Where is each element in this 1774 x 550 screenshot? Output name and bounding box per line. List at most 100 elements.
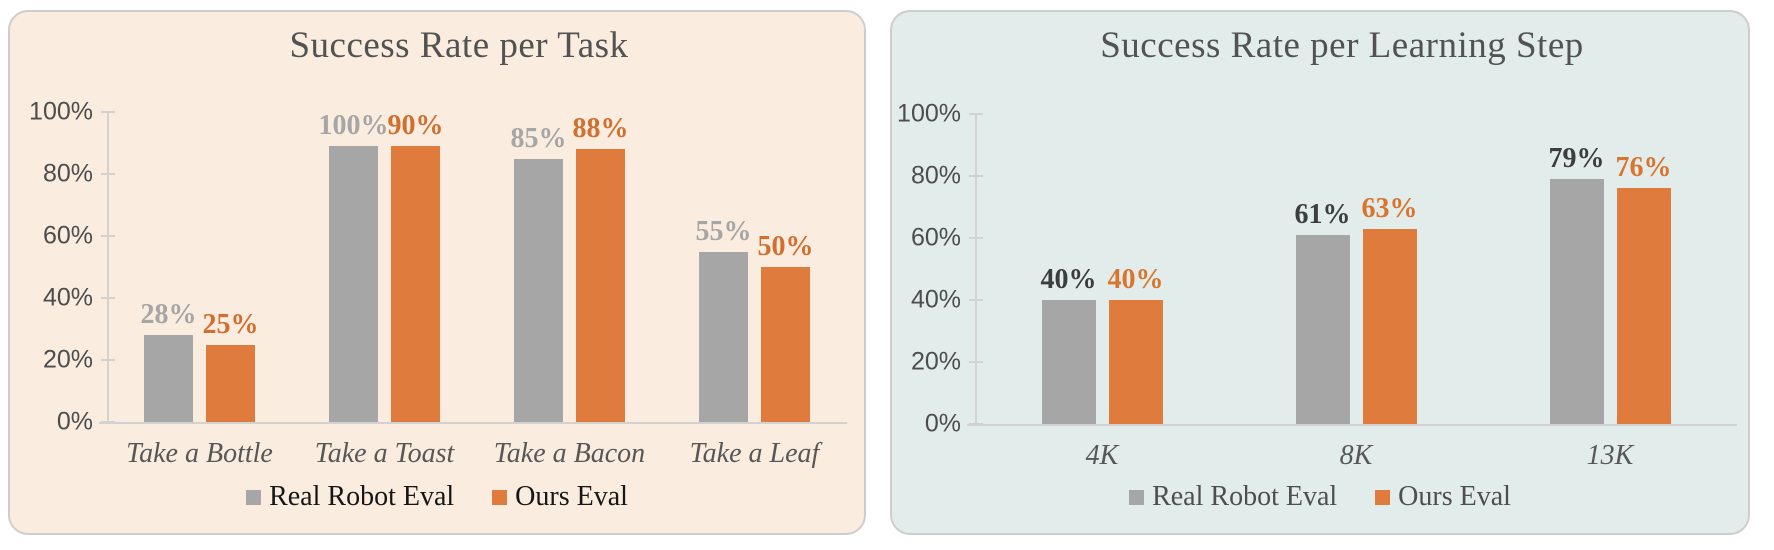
bar-with-label: 100% — [319, 112, 389, 422]
bar-with-label: 40% — [1107, 114, 1164, 424]
bar-with-label: 79% — [1548, 114, 1605, 424]
bar-value-label: 79% — [1548, 143, 1605, 175]
legend-swatch-icon — [1129, 489, 1145, 505]
chart-panel-success-rate-per-learning-step: Success Rate per Learning Step 0% 20% 40% 6… — [890, 10, 1750, 535]
bar — [699, 251, 748, 422]
bar-with-label: 50% — [758, 112, 814, 422]
bar-value-label: 40% — [1107, 264, 1164, 295]
y-tick-mark — [101, 297, 115, 299]
y-tick-mark — [101, 421, 115, 423]
category-label: Take a Bottle — [126, 438, 273, 469]
y-tick-mark — [969, 113, 983, 115]
category-label: 8K — [1339, 440, 1373, 471]
bar-value-label: 88% — [572, 113, 629, 145]
bar — [1362, 228, 1417, 424]
bar-group: 100% 90% — [292, 112, 477, 422]
bar — [1549, 179, 1604, 424]
bar-with-label: 63% — [1361, 114, 1418, 424]
bar — [1616, 188, 1671, 424]
y-axis-line — [107, 112, 109, 422]
bar-value-label: 25% — [202, 308, 259, 340]
bar-group: 28% 25% — [107, 112, 292, 422]
y-tick-label: 80% — [42, 159, 93, 188]
x-axis-line — [967, 424, 1737, 426]
legend-label: Ours Eval — [515, 481, 628, 512]
legend-swatch-icon — [492, 489, 508, 505]
bar — [1041, 300, 1096, 424]
bar-group: 85% 88% — [477, 112, 662, 422]
category-label: 4K — [1085, 440, 1119, 471]
y-tick-mark — [969, 423, 983, 425]
y-tick-mark — [101, 173, 115, 175]
legend-label: Real Robot Eval — [269, 481, 455, 512]
bar-with-label: 76% — [1615, 114, 1672, 424]
legend-label: Real Robot Eval — [1152, 481, 1338, 512]
chart-title: Success Rate per Learning Step — [1100, 25, 1584, 66]
plot-area: 0% 20% 40% 60% 80% 100% 28% 25% 100% 90% 85% 88% 55… — [29, 98, 847, 469]
bar-value-label: 40% — [1040, 264, 1097, 295]
category-labels: 4K 8K 13K — [975, 440, 1737, 472]
bar-group: 61% 63% — [1229, 114, 1483, 424]
bar — [144, 335, 193, 422]
category-label: Take a Bacon — [493, 438, 646, 469]
bar-with-label: 85% — [511, 112, 567, 422]
bar-with-label: 55% — [696, 112, 752, 422]
bar-with-label: 90% — [388, 112, 444, 422]
bar — [329, 146, 378, 422]
bar-with-label: 25% — [203, 112, 259, 422]
plot-area: 0% 20% 40% 60% 80% 100% 40% 40% 61% 63% 79% 76% 4K… — [897, 100, 1737, 471]
legend-item: Real Robot Eval — [246, 483, 454, 511]
bar — [1295, 234, 1350, 424]
y-tick-mark — [101, 111, 115, 113]
bar — [514, 158, 563, 422]
legend-label: Ours Eval — [1398, 481, 1511, 512]
y-tick-label: 100% — [29, 97, 93, 126]
category-label: Take a Toast — [314, 438, 455, 469]
legend-swatch-icon — [246, 489, 262, 505]
bar-value-label: 50% — [757, 231, 814, 262]
y-tick-label: 40% — [42, 283, 93, 312]
bar-value-label: 28% — [140, 299, 197, 331]
y-tick-label: 40% — [910, 285, 961, 314]
y-tick-mark — [101, 235, 115, 237]
y-tick-mark — [969, 175, 983, 177]
chart-title: Success Rate per Task — [289, 25, 629, 66]
bar-value-label: 61% — [1294, 198, 1351, 230]
y-tick-label: 60% — [42, 221, 93, 250]
category-labels: Take a Bottle Take a Toast Take a Bacon Tak… — [107, 438, 847, 470]
y-tick-label: 20% — [42, 345, 93, 374]
bar-value-label: 76% — [1615, 152, 1672, 184]
y-tick-mark — [969, 299, 983, 301]
bar-group: 55% 50% — [662, 112, 847, 422]
y-tick-label: 60% — [910, 223, 961, 252]
legend-item: Ours Eval — [1375, 483, 1511, 511]
bar-with-label: 40% — [1040, 114, 1097, 424]
bar — [1108, 300, 1163, 424]
bar-value-label: 85% — [510, 122, 567, 154]
category-label: Take a Leaf — [689, 438, 820, 469]
bar-group: 79% 76% — [1483, 114, 1737, 424]
chart-panel-success-rate-per-task: Success Rate per Task 0% 20% 40% 60% 80% 100%… — [8, 10, 866, 535]
bar-with-label: 28% — [141, 112, 197, 422]
legend-swatch-icon — [1375, 489, 1391, 505]
bar — [761, 267, 810, 422]
bar-groups: 28% 25% 100% 90% 85% 88% 55% 50% — [107, 112, 847, 422]
legend: Real Robot Eval Ours Eval — [892, 483, 1748, 511]
legend: Real Robot Eval Ours Eval — [10, 483, 864, 511]
bar — [576, 149, 625, 422]
bar — [391, 146, 440, 422]
bar-value-label: 63% — [1361, 192, 1418, 224]
legend-item: Real Robot Eval — [1129, 483, 1337, 511]
x-axis-line — [99, 422, 847, 424]
bar-groups: 40% 40% 61% 63% 79% 76% — [975, 114, 1737, 424]
bar-with-label: 61% — [1294, 114, 1351, 424]
y-tick-mark — [101, 359, 115, 361]
legend-item: Ours Eval — [492, 483, 628, 511]
y-tick-label: 100% — [897, 99, 961, 128]
bar-value-label: 55% — [695, 215, 752, 247]
category-label: 13K — [1586, 440, 1634, 471]
bar-with-label: 88% — [573, 112, 629, 422]
bar-value-label: 90% — [387, 110, 444, 141]
y-tick-label: 0% — [924, 409, 961, 438]
